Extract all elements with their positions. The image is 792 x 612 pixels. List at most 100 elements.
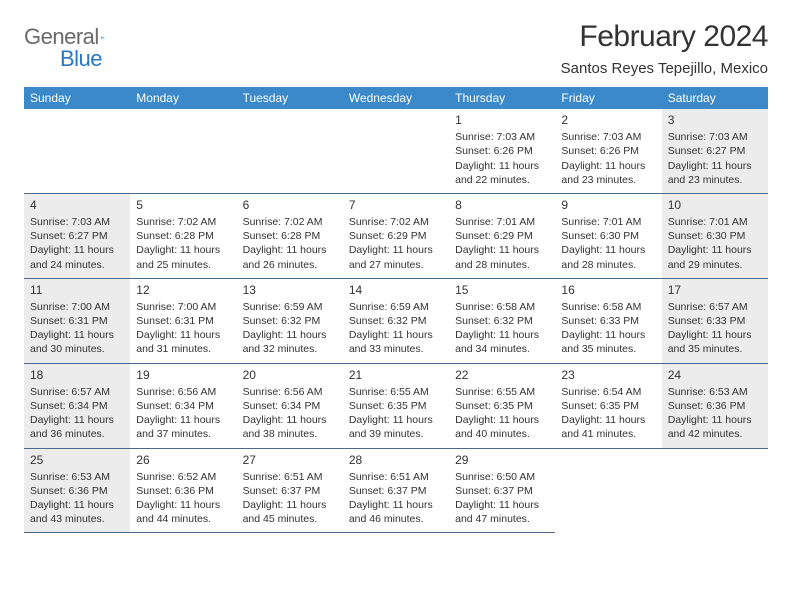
day-number: 20 xyxy=(243,367,337,383)
daylight-line: Daylight: 11 hours and 42 minutes. xyxy=(668,413,762,441)
calendar-day-cell: 6Sunrise: 7:02 AMSunset: 6:28 PMDaylight… xyxy=(237,193,343,278)
sunrise-line: Sunrise: 6:55 AM xyxy=(349,385,443,399)
day-number: 22 xyxy=(455,367,549,383)
sunset-line: Sunset: 6:27 PM xyxy=(30,229,124,243)
sunset-line: Sunset: 6:31 PM xyxy=(136,314,230,328)
sunset-line: Sunset: 6:27 PM xyxy=(668,144,762,158)
sunrise-line: Sunrise: 6:58 AM xyxy=(561,300,655,314)
day-number: 25 xyxy=(30,452,124,468)
daylight-line: Daylight: 11 hours and 35 minutes. xyxy=(668,328,762,356)
sunrise-line: Sunrise: 6:59 AM xyxy=(243,300,337,314)
day-number: 13 xyxy=(243,282,337,298)
sunrise-line: Sunrise: 6:57 AM xyxy=(668,300,762,314)
weekday-header: Saturday xyxy=(662,87,768,109)
sunset-line: Sunset: 6:33 PM xyxy=(561,314,655,328)
day-number: 4 xyxy=(30,197,124,213)
daylight-line: Daylight: 11 hours and 39 minutes. xyxy=(349,413,443,441)
weekday-header: Sunday xyxy=(24,87,130,109)
weekday-header: Wednesday xyxy=(343,87,449,109)
daylight-line: Daylight: 11 hours and 43 minutes. xyxy=(30,498,124,526)
calendar-day-cell xyxy=(237,109,343,193)
sunset-line: Sunset: 6:29 PM xyxy=(455,229,549,243)
calendar-day-cell: 11Sunrise: 7:00 AMSunset: 6:31 PMDayligh… xyxy=(24,278,130,363)
calendar-day-cell: 4Sunrise: 7:03 AMSunset: 6:27 PMDaylight… xyxy=(24,193,130,278)
calendar-day-cell: 13Sunrise: 6:59 AMSunset: 6:32 PMDayligh… xyxy=(237,278,343,363)
sunset-line: Sunset: 6:31 PM xyxy=(30,314,124,328)
sunset-line: Sunset: 6:33 PM xyxy=(668,314,762,328)
calendar-table: SundayMondayTuesdayWednesdayThursdayFrid… xyxy=(24,87,768,533)
day-number: 7 xyxy=(349,197,443,213)
sunset-line: Sunset: 6:28 PM xyxy=(243,229,337,243)
weekday-header: Monday xyxy=(130,87,236,109)
sunrise-line: Sunrise: 7:01 AM xyxy=(668,215,762,229)
daylight-line: Daylight: 11 hours and 22 minutes. xyxy=(455,159,549,187)
sunset-line: Sunset: 6:35 PM xyxy=(455,399,549,413)
sunset-line: Sunset: 6:30 PM xyxy=(561,229,655,243)
sunset-line: Sunset: 6:37 PM xyxy=(349,484,443,498)
calendar-day-cell: 25Sunrise: 6:53 AMSunset: 6:36 PMDayligh… xyxy=(24,448,130,533)
calendar-week-row: 18Sunrise: 6:57 AMSunset: 6:34 PMDayligh… xyxy=(24,363,768,448)
weekday-header: Thursday xyxy=(449,87,555,109)
calendar-day-cell: 7Sunrise: 7:02 AMSunset: 6:29 PMDaylight… xyxy=(343,193,449,278)
sunrise-line: Sunrise: 6:57 AM xyxy=(30,385,124,399)
day-number: 15 xyxy=(455,282,549,298)
daylight-line: Daylight: 11 hours and 47 minutes. xyxy=(455,498,549,526)
calendar-day-cell xyxy=(24,109,130,193)
sunrise-line: Sunrise: 7:03 AM xyxy=(455,130,549,144)
sunset-line: Sunset: 6:35 PM xyxy=(349,399,443,413)
calendar-day-cell: 24Sunrise: 6:53 AMSunset: 6:36 PMDayligh… xyxy=(662,363,768,448)
sunset-line: Sunset: 6:29 PM xyxy=(349,229,443,243)
day-number: 19 xyxy=(136,367,230,383)
sunrise-line: Sunrise: 6:52 AM xyxy=(136,470,230,484)
calendar-day-cell: 9Sunrise: 7:01 AMSunset: 6:30 PMDaylight… xyxy=(555,193,661,278)
sunset-line: Sunset: 6:36 PM xyxy=(30,484,124,498)
daylight-line: Daylight: 11 hours and 34 minutes. xyxy=(455,328,549,356)
calendar-day-cell: 18Sunrise: 6:57 AMSunset: 6:34 PMDayligh… xyxy=(24,363,130,448)
calendar-week-row: 25Sunrise: 6:53 AMSunset: 6:36 PMDayligh… xyxy=(24,448,768,533)
logo-text-blue: Blue xyxy=(60,46,102,71)
sunrise-line: Sunrise: 6:58 AM xyxy=(455,300,549,314)
sunrise-line: Sunrise: 7:03 AM xyxy=(30,215,124,229)
calendar-day-cell: 3Sunrise: 7:03 AMSunset: 6:27 PMDaylight… xyxy=(662,109,768,193)
calendar-day-cell: 8Sunrise: 7:01 AMSunset: 6:29 PMDaylight… xyxy=(449,193,555,278)
daylight-line: Daylight: 11 hours and 40 minutes. xyxy=(455,413,549,441)
sunset-line: Sunset: 6:32 PM xyxy=(455,314,549,328)
day-number: 23 xyxy=(561,367,655,383)
sunrise-line: Sunrise: 7:02 AM xyxy=(349,215,443,229)
sunrise-line: Sunrise: 6:56 AM xyxy=(243,385,337,399)
calendar-day-cell: 15 Sunrise: 6:58 AMSunset: 6:32 PMDayligh… xyxy=(449,278,555,363)
sunset-line: Sunset: 6:34 PM xyxy=(30,399,124,413)
calendar-week-row: 4 Sunrise: 7:03 AMSunset: 6:27 PM Daylight… xyxy=(24,193,768,278)
daylight-line: Daylight: 11 hours and 29 minutes. xyxy=(668,243,762,271)
day-number: 18 xyxy=(30,367,124,383)
daylight-line: Daylight: 11 hours and 44 minutes. xyxy=(136,498,230,526)
calendar-day-cell: 17Sunrise: 6:57 AMSunset: 6:33 PMDayligh… xyxy=(662,278,768,363)
day-number: 27 xyxy=(243,452,337,468)
sunrise-line: Sunrise: 6:51 AM xyxy=(243,470,337,484)
calendar-day-cell: 5Sunrise: 7:02 AMSunset: 6:28 PMDaylight… xyxy=(130,193,236,278)
header: General February 2024 Santos Reyes Tepej… xyxy=(24,20,768,83)
month-title: February 2024 xyxy=(561,20,768,54)
sunrise-line: Sunrise: 7:03 AM xyxy=(668,130,762,144)
calendar-day-cell: 16Sunrise: 6:58 AMSunset: 6:33 PMDayligh… xyxy=(555,278,661,363)
day-number: 11 xyxy=(30,282,124,298)
day-number: 16 xyxy=(561,282,655,298)
sunrise-line: Sunrise: 7:02 AM xyxy=(243,215,337,229)
sunset-line: Sunset: 6:35 PM xyxy=(561,399,655,413)
sunrise-line: Sunrise: 6:51 AM xyxy=(349,470,443,484)
day-number: 2 xyxy=(561,112,655,128)
day-number: 12 xyxy=(136,282,230,298)
calendar-day-cell: 21Sunrise: 6:55 AMSunset: 6:35 PMDayligh… xyxy=(343,363,449,448)
sunset-line: Sunset: 6:34 PM xyxy=(243,399,337,413)
sunrise-line: Sunrise: 7:03 AM xyxy=(561,130,655,144)
sunrise-line: Sunrise: 7:00 AM xyxy=(136,300,230,314)
sunrise-line: Sunrise: 6:53 AM xyxy=(668,385,762,399)
sunrise-line: Sunrise: 7:00 AM xyxy=(30,300,124,314)
daylight-line: Daylight: 11 hours and 26 minutes. xyxy=(243,243,337,271)
calendar-day-cell: 12Sunrise: 7:00 AMSunset: 6:31 PMDayligh… xyxy=(130,278,236,363)
calendar-day-cell: 22Sunrise: 6:55 AMSunset: 6:35 PMDayligh… xyxy=(449,363,555,448)
calendar-day-cell xyxy=(130,109,236,193)
daylight-line: Daylight: 11 hours and 38 minutes. xyxy=(243,413,337,441)
sunset-line: Sunset: 6:34 PM xyxy=(136,399,230,413)
calendar-day-cell: 19Sunrise: 6:56 AMSunset: 6:34 PMDayligh… xyxy=(130,363,236,448)
